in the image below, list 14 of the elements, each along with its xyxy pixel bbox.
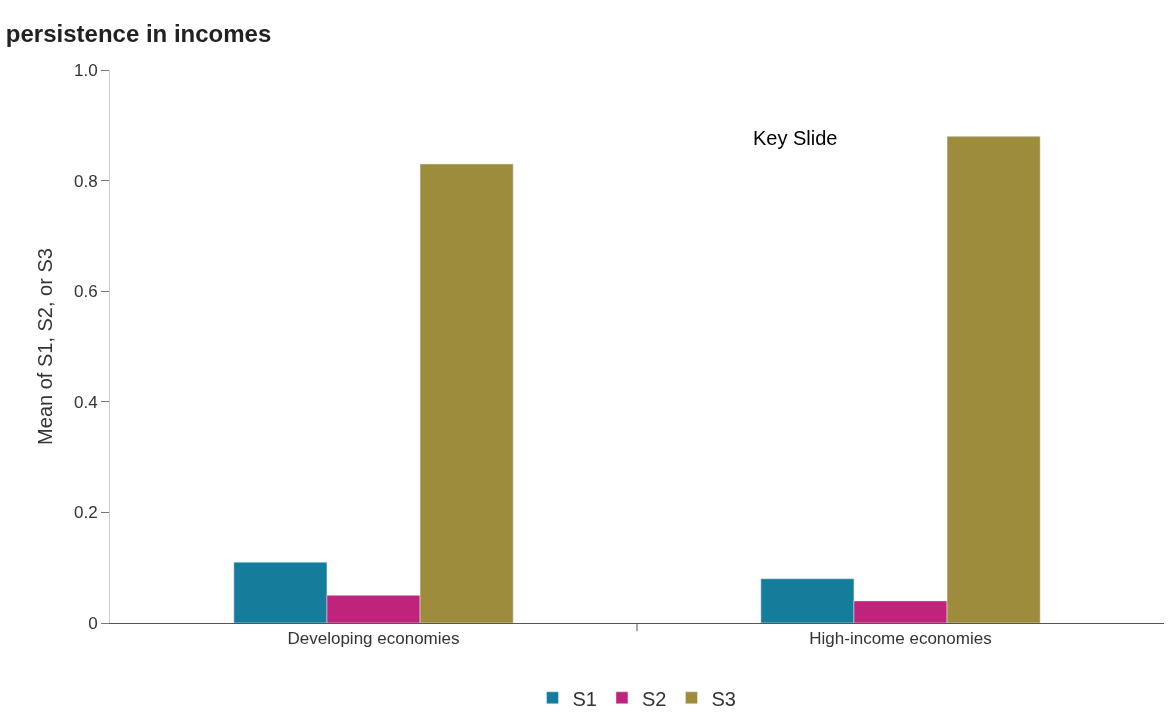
legend-label: S1 bbox=[572, 687, 597, 710]
chart-title: persistence in incomes bbox=[5, 20, 272, 48]
y-tick-label: 0 bbox=[88, 613, 98, 633]
annotation: Key Slide bbox=[753, 127, 838, 149]
y-tick-label: 0.6 bbox=[73, 282, 98, 302]
x-tick-label: Developing economies bbox=[287, 629, 460, 649]
y-tick-label: 0.8 bbox=[73, 171, 98, 191]
x-tick-label: High-income economies bbox=[809, 629, 992, 649]
y-tick-label: 0.4 bbox=[73, 392, 98, 412]
legend-label: S3 bbox=[711, 687, 736, 710]
y-tick-label: 1.0 bbox=[73, 60, 98, 80]
y-axis-title: Mean of S1, S2, or S3 bbox=[34, 248, 57, 445]
y-tick-label: 0.2 bbox=[73, 503, 98, 523]
legend-label: S2 bbox=[641, 687, 667, 710]
